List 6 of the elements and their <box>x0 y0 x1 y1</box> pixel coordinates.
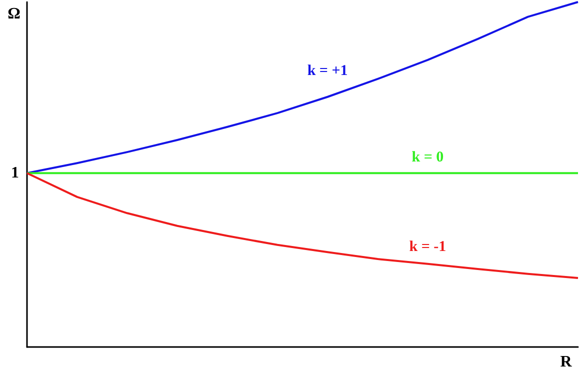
series-label: k = 0 <box>412 149 444 166</box>
series-label: k = -1 <box>409 238 446 255</box>
y-axis-title: Ω <box>8 6 21 22</box>
text: 1 <box>11 164 19 182</box>
x-axis-title: R <box>560 354 572 370</box>
series-label: k = +1 <box>307 63 348 79</box>
